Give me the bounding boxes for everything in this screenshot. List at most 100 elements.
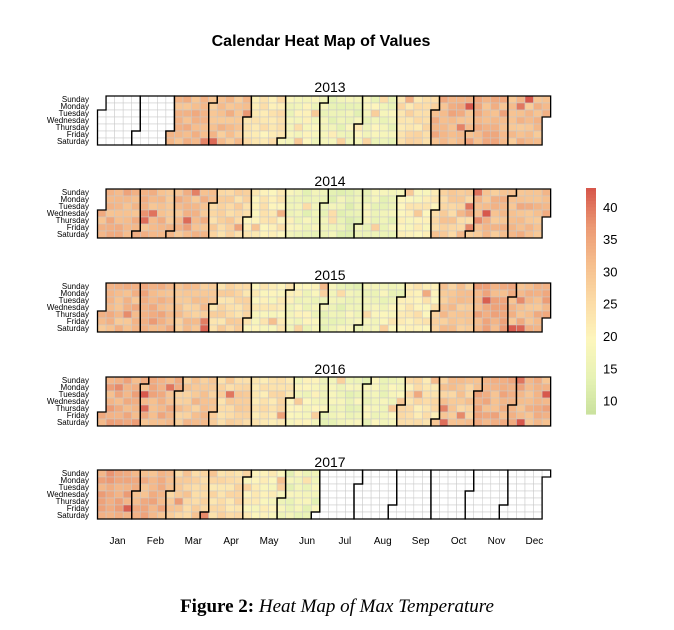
day-cell [191, 109, 201, 118]
day-cell [387, 209, 398, 218]
day-cell [507, 102, 517, 111]
day-cell [97, 497, 107, 506]
day-cell [319, 102, 329, 111]
day-cell [464, 376, 474, 385]
day-cell [336, 102, 346, 111]
day-cell [293, 209, 303, 218]
day-cell [439, 289, 449, 298]
colorbar-segment [586, 326, 596, 331]
day-cell [148, 216, 158, 225]
day-cell [122, 209, 132, 218]
day-cell [165, 376, 175, 385]
day-cell [482, 317, 492, 326]
colorbar-segment [586, 349, 596, 354]
day-cell [216, 476, 226, 485]
day-cell [379, 324, 389, 333]
day-cell [387, 195, 398, 204]
day-cell-empty [353, 490, 363, 499]
day-cell [456, 411, 466, 420]
day-cell [225, 324, 235, 333]
colorbar-tick-label: 30 [603, 264, 617, 279]
colorbar-segment [586, 197, 596, 202]
day-cell [191, 317, 201, 326]
colorbar-segment [586, 291, 596, 296]
day-cell [336, 404, 346, 413]
day-cell-empty [507, 497, 517, 506]
day-cell [370, 324, 380, 333]
month-boundaries [96, 95, 552, 146]
day-cell [114, 209, 124, 218]
day-cell [276, 383, 286, 392]
day-cell [114, 376, 124, 385]
day-cell-empty [439, 476, 449, 485]
day-cell [191, 195, 201, 204]
day-cell [148, 411, 158, 420]
day-cell [302, 123, 312, 132]
weekday-label: Monday [61, 195, 89, 204]
colorbar-segment [586, 204, 596, 208]
day-cell-empty [396, 469, 406, 478]
day-cell [499, 376, 509, 385]
day-cell [370, 397, 380, 406]
day-cell [174, 511, 184, 520]
day-cell [105, 504, 115, 513]
day-cell [328, 95, 338, 104]
day-cell [174, 223, 184, 232]
day-cell-empty [311, 511, 321, 520]
day-cell [182, 397, 192, 406]
day-cell [293, 109, 303, 118]
day-cell [148, 202, 158, 211]
day-cell [259, 296, 269, 305]
day-cell [507, 95, 517, 104]
day-cell [225, 195, 235, 204]
colorbar-segment [586, 333, 596, 338]
day-cell [353, 223, 363, 232]
day-cell [234, 490, 244, 499]
day-cell [422, 317, 432, 326]
colorbar-segment [586, 372, 596, 376]
day-cell [533, 123, 543, 132]
day-cell [430, 404, 440, 413]
day-cell [105, 303, 115, 312]
day-cell [336, 116, 346, 125]
day-cell-empty [319, 469, 329, 478]
day-cell [499, 282, 509, 291]
day-cell [387, 223, 398, 232]
day-cell-empty [387, 504, 398, 513]
day-cell [456, 216, 466, 225]
day-cell [208, 511, 218, 520]
day-cell [482, 230, 492, 239]
day-cell [413, 296, 423, 305]
day-cell [319, 137, 329, 146]
day-cell [140, 282, 150, 291]
day-cell [490, 130, 500, 139]
day-cell [199, 195, 209, 204]
day-cell-empty [148, 109, 158, 118]
day-cell [541, 418, 551, 427]
day-cell [199, 216, 209, 225]
day-cell [311, 95, 321, 104]
day-cell [516, 282, 526, 291]
day-cell [422, 123, 432, 132]
day-cell [225, 123, 235, 132]
colorbar-tick-label: 40 [603, 200, 617, 215]
day-cell-empty [328, 511, 338, 520]
day-cell [276, 289, 286, 298]
weekday-label: Sunday [62, 95, 89, 104]
day-cell-empty [105, 116, 115, 125]
day-cell-empty [157, 137, 167, 146]
day-cell-empty [430, 476, 440, 485]
day-cell [131, 209, 141, 218]
day-cell [148, 497, 158, 506]
month-label: Oct [451, 536, 467, 547]
day-cell [140, 296, 150, 305]
day-cell [533, 216, 543, 225]
day-cell [319, 411, 329, 420]
day-cell [490, 137, 500, 146]
day-cell [234, 289, 244, 298]
day-cell [362, 390, 372, 399]
day-cell [490, 310, 500, 319]
day-cell [182, 504, 192, 513]
day-cell [157, 188, 167, 197]
day-cell [105, 411, 115, 420]
